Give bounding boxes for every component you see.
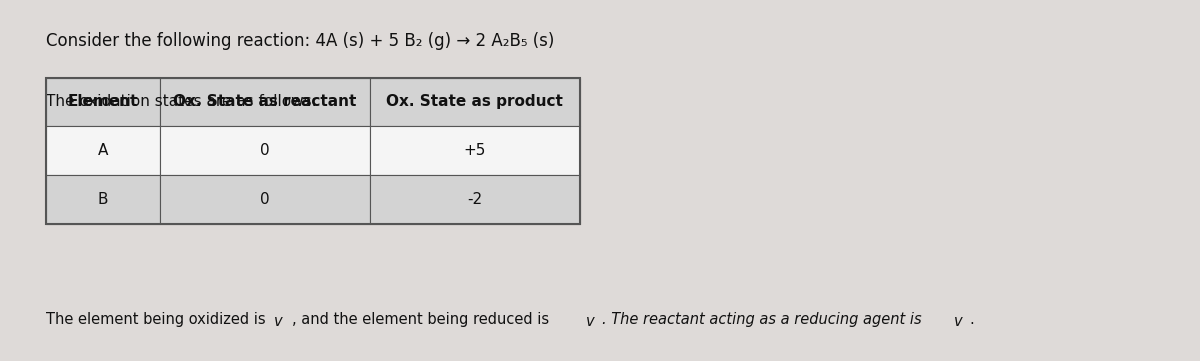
Text: Ox. State as reactant: Ox. State as reactant (173, 95, 356, 109)
Text: Ox. State as product: Ox. State as product (386, 95, 563, 109)
Text: , and the element being reduced is: , and the element being reduced is (292, 312, 548, 327)
Text: Element: Element (67, 95, 138, 109)
Text: .: . (970, 312, 974, 327)
Text: B: B (97, 192, 108, 207)
Text: 0: 0 (259, 192, 270, 207)
Text: Consider the following reaction: 4A (s) + 5 B₂ (g) → 2 A₂B₅ (s): Consider the following reaction: 4A (s) … (46, 32, 554, 51)
Text: v: v (954, 314, 962, 329)
Text: +5: +5 (463, 143, 486, 158)
Text: v: v (586, 314, 594, 329)
Text: The oxidation states are as follows:: The oxidation states are as follows: (46, 94, 317, 109)
Text: -2: -2 (467, 192, 482, 207)
Text: v: v (274, 314, 282, 329)
Text: A: A (97, 143, 108, 158)
Text: . The reactant acting as a reducing agent is: . The reactant acting as a reducing agen… (602, 312, 922, 327)
Text: The element being oxidized is: The element being oxidized is (46, 312, 265, 327)
Text: 0: 0 (259, 143, 270, 158)
